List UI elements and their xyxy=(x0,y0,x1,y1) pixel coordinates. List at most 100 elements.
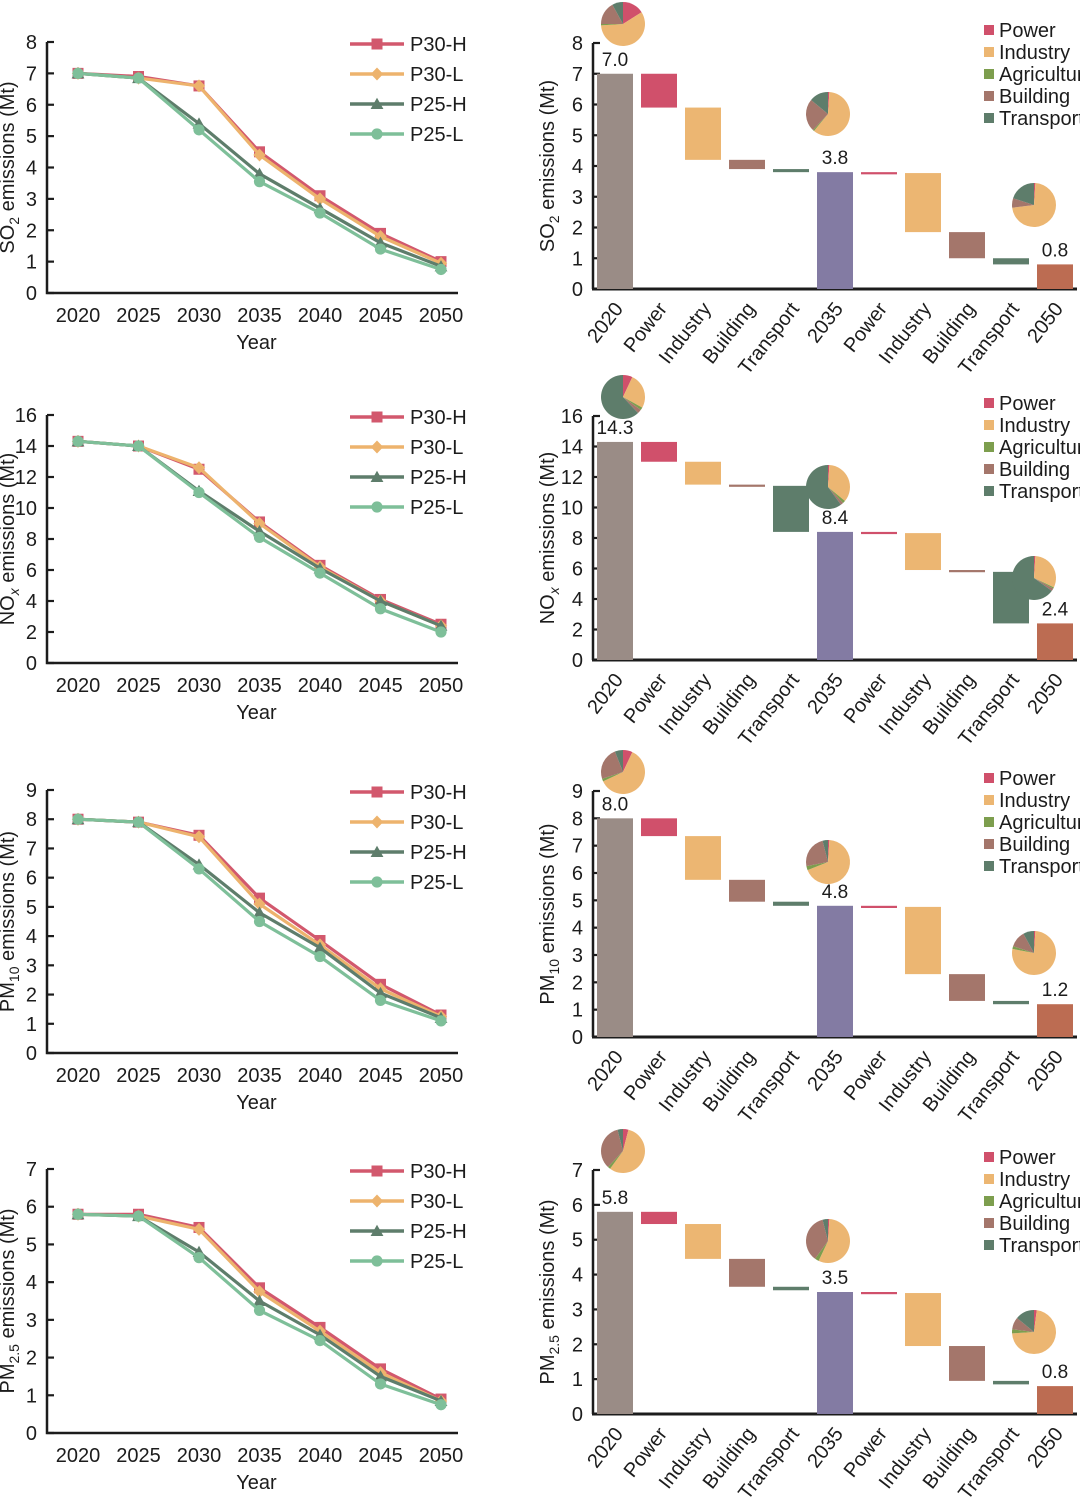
y-axis-label: PM2.5 emissions (Mt) xyxy=(0,1208,22,1393)
legend-swatch-transport xyxy=(984,486,994,496)
legend-label: P25-H xyxy=(410,1221,467,1243)
svg-text:7: 7 xyxy=(572,1160,583,1182)
svg-text:4: 4 xyxy=(26,591,37,613)
scenario-legend: P30-H P30-L P25-H P25-L xyxy=(350,34,467,146)
total-bar-2020 xyxy=(597,73,633,289)
svg-text:2025: 2025 xyxy=(116,1445,161,1467)
legend-label: P30-H xyxy=(410,34,467,56)
waterfall-bars: 5.8 3.5 0.8 xyxy=(597,1188,1073,1414)
svg-text:2045: 2045 xyxy=(358,1445,403,1467)
value-label: 7.0 xyxy=(602,50,628,71)
total-bar-2020 xyxy=(597,818,633,1037)
series-P30-H xyxy=(72,67,447,268)
svg-text:1: 1 xyxy=(572,1369,583,1391)
nox-line-svg: 0 2 4 6 8 10 12 14 16 2020 2025 2030 2035 2040 2045 205… xyxy=(0,405,467,724)
y-axis-label: SO2 emissions (Mt) xyxy=(0,81,22,253)
delta-bar-building xyxy=(729,1258,765,1287)
y-axis-label: PM10 emissions (Mt) xyxy=(537,823,562,1004)
svg-text:2020: 2020 xyxy=(56,305,101,327)
delta-bar-building xyxy=(949,232,985,259)
svg-text:10: 10 xyxy=(561,498,583,520)
svg-text:8: 8 xyxy=(26,809,37,831)
svg-text:3: 3 xyxy=(572,187,583,209)
value-label: 2.4 xyxy=(1042,599,1069,620)
legend-label: Power xyxy=(999,20,1056,42)
legend-swatch-building xyxy=(984,839,994,849)
svg-text:3: 3 xyxy=(572,1299,583,1321)
svg-text:7: 7 xyxy=(26,63,37,85)
pm10-line-chart-panel: 0 1 2 3 4 5 6 7 8 9 2020 2025 2030 2035 2040 2045 2050 Ye… xyxy=(0,748,540,1127)
delta-bar-building xyxy=(729,879,765,902)
delta-bar-building xyxy=(949,570,985,573)
svg-text:2040: 2040 xyxy=(298,305,343,327)
nox-waterfall-chart-panel: 0 2 4 6 8 10 12 14 16 NOx emissions (Mt) 14.3 8.4 2.… xyxy=(537,373,1080,750)
pm10-waterfall-chart-panel: 0 1 2 3 4 5 6 7 8 9 PM10 emissions (Mt) 8.0 4.8 1.2 20… xyxy=(537,748,1080,1127)
x-axis-label: Year xyxy=(236,702,277,724)
legend-swatch-agriculture xyxy=(984,442,994,452)
sector-pie-2020 xyxy=(601,2,645,47)
svg-text:2025: 2025 xyxy=(116,305,161,327)
svg-text:2: 2 xyxy=(572,620,583,642)
value-label: 8.0 xyxy=(602,794,628,815)
svg-text:2: 2 xyxy=(572,972,583,994)
svg-text:0: 0 xyxy=(26,283,37,305)
svg-text:9: 9 xyxy=(26,780,37,802)
value-label: 14.3 xyxy=(597,418,634,439)
legend-swatch-agriculture xyxy=(984,69,994,79)
legend-label: P30-L xyxy=(410,812,463,834)
so2-waterfall-svg: 0 1 2 3 4 5 6 7 8 SO2 emissions (Mt) 7.0 3.8 0.8 2020… xyxy=(537,2,1080,379)
legend-swatch-agriculture xyxy=(984,817,994,827)
svg-text:3: 3 xyxy=(26,189,37,211)
legend-label: Agriculture xyxy=(999,812,1080,834)
svg-text:3: 3 xyxy=(572,945,583,967)
svg-text:6: 6 xyxy=(26,95,37,117)
pm25-waterfall-svg: 0 1 2 3 4 5 6 7 PM2.5 emissions (Mt) 5.8 3.5 0.8 202… xyxy=(537,1129,1080,1502)
legend-label: P25-L xyxy=(410,124,463,146)
delta-bar-industry xyxy=(685,836,721,880)
waterfall-bars: 8.0 4.8 1.2 xyxy=(597,794,1073,1037)
svg-text:5: 5 xyxy=(26,897,37,919)
pm10-line-svg: 0 1 2 3 4 5 6 7 8 9 2020 2025 2030 2035 2040 2045 2050 Ye… xyxy=(0,780,467,1114)
svg-text:7: 7 xyxy=(26,1159,37,1181)
axes: 0 1 2 3 4 5 6 7 2020 2025 2030 2035 2040 2045 2050 xyxy=(26,1159,463,1467)
delta-bar-transport xyxy=(993,1000,1029,1005)
legend-swatch-power xyxy=(984,398,994,408)
svg-text:1: 1 xyxy=(572,248,583,270)
legend-label: P30-H xyxy=(410,782,467,804)
legend-label: P25-H xyxy=(410,94,467,116)
so2-waterfall-chart-panel: 0 1 2 3 4 5 6 7 8 SO2 emissions (Mt) 7.0 3.8 0.8 2020… xyxy=(537,0,1080,379)
svg-text:2050: 2050 xyxy=(1023,670,1068,719)
legend-swatch-building xyxy=(984,464,994,474)
svg-text:1: 1 xyxy=(26,1385,37,1407)
series-P25-L xyxy=(72,435,447,638)
delta-bar-power xyxy=(861,1292,897,1295)
delta-bar-power xyxy=(641,818,677,837)
pm25-waterfall-chart-panel: 0 1 2 3 4 5 6 7 PM2.5 emissions (Mt) 5.8 3.5 0.8 202… xyxy=(537,1127,1080,1502)
svg-text:2050: 2050 xyxy=(1023,1424,1068,1473)
svg-text:12: 12 xyxy=(15,467,37,489)
svg-text:2050: 2050 xyxy=(1023,1047,1068,1096)
svg-text:2040: 2040 xyxy=(298,1445,343,1467)
svg-text:2050: 2050 xyxy=(1023,299,1068,348)
svg-text:0: 0 xyxy=(26,653,37,675)
x-axis-label: Year xyxy=(236,332,277,354)
sector-legend: PowerIndustryAgricultureBuildingTranspor… xyxy=(984,393,1080,503)
x-axis-label: Year xyxy=(236,1472,277,1494)
nox-line-chart-panel: 0 2 4 6 8 10 12 14 16 2020 2025 2030 2035 2040 2045 205… xyxy=(0,373,540,748)
svg-text:6: 6 xyxy=(26,560,37,582)
legend-label: Building xyxy=(999,834,1070,856)
legend-label: P30-H xyxy=(410,1161,467,1183)
total-bar-2035 xyxy=(817,172,853,289)
svg-text:2050: 2050 xyxy=(419,1445,464,1467)
total-bar-2020 xyxy=(597,441,633,660)
sector-pie-2020 xyxy=(601,375,645,419)
legend-swatch-power xyxy=(984,773,994,783)
svg-text:9: 9 xyxy=(572,781,583,803)
svg-text:2020: 2020 xyxy=(56,1065,101,1087)
value-label: 0.8 xyxy=(1042,240,1068,261)
svg-text:4: 4 xyxy=(572,589,583,611)
legend-label: Transport xyxy=(999,481,1080,503)
value-label: 5.8 xyxy=(602,1188,628,1209)
total-bar-2035 xyxy=(817,531,853,660)
